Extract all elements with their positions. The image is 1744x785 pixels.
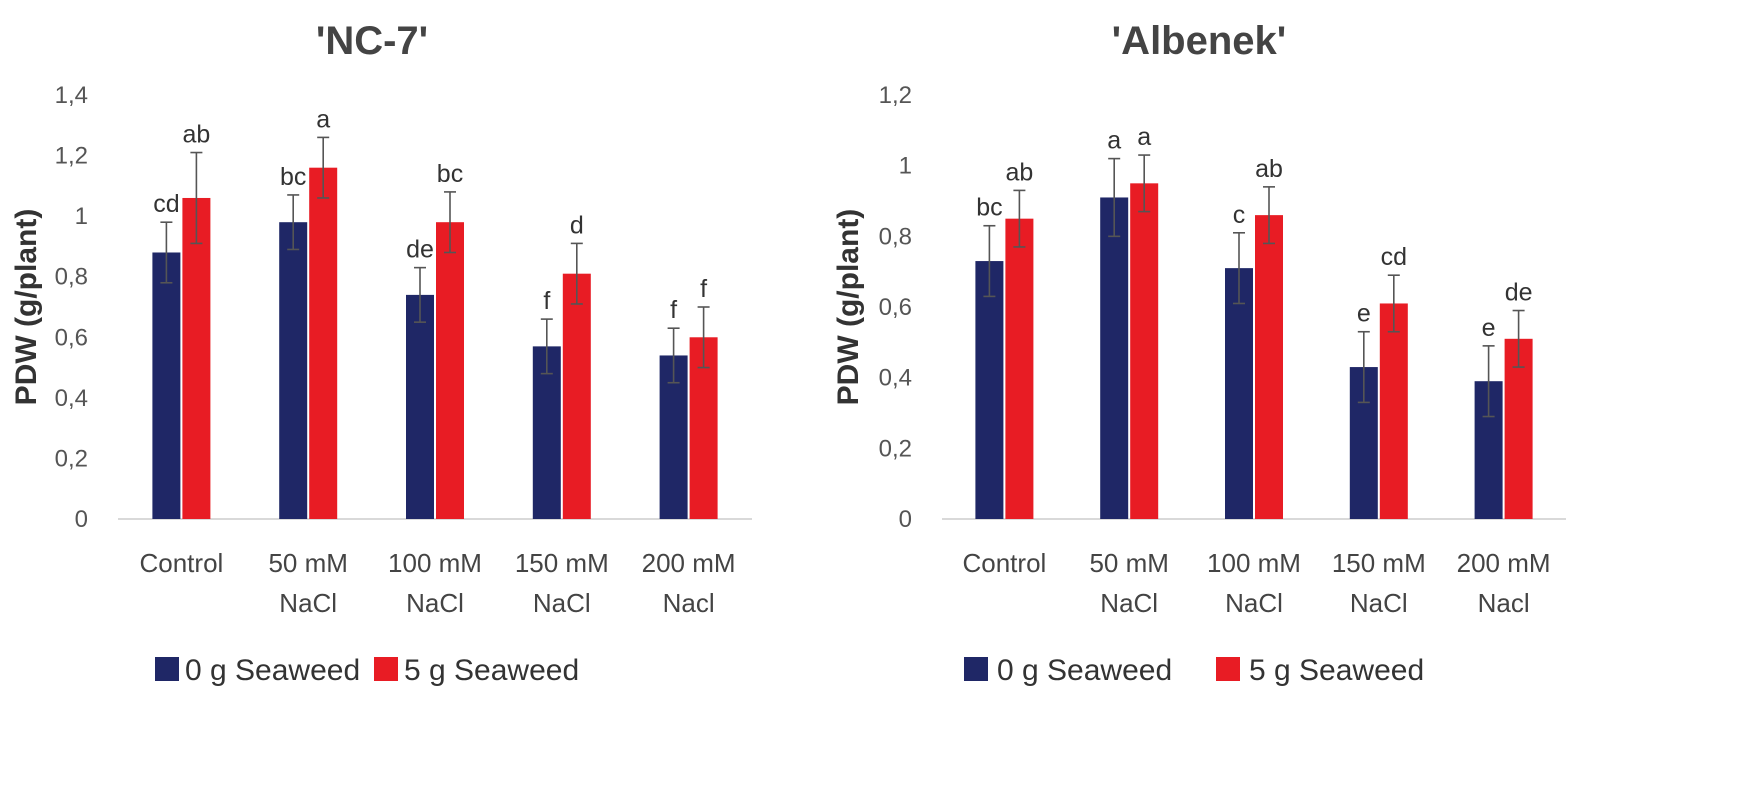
bar-series2 (1379, 303, 1408, 519)
legend-label: 5 g Seaweed (404, 654, 579, 687)
legend-swatch-series2 (374, 657, 398, 681)
x-tick-label: NaCl (406, 588, 464, 618)
y-axis-label: PDW (g/plant) (10, 209, 43, 406)
x-tick-label: NaCl (279, 588, 337, 618)
significance-letter: ab (182, 121, 210, 149)
x-tick-label: NaCl (1100, 588, 1158, 618)
chart-panel-2: 'Albenek' PDW (g/plant) 0 0,2 0,4 0,6 0,8 1 1,2 b… (832, 19, 1566, 687)
x-tick-label: 100 mM (388, 548, 482, 578)
legend-label: 5 g Seaweed (1249, 654, 1424, 687)
significance-letter: cd (1381, 243, 1407, 271)
legend-swatch-series1 (964, 657, 988, 681)
category-group: cab 100 mM NaCl (1207, 155, 1301, 618)
x-tick-label: Control (962, 548, 1046, 578)
bar-series1 (1100, 197, 1129, 519)
significance-letter: ab (1255, 155, 1283, 183)
category-group: de bc 100 mM NaCl (388, 160, 482, 618)
significance-letter: bc (280, 163, 306, 191)
x-tick-label: 150 mM (1332, 548, 1426, 578)
x-tick-label: 200 mM (642, 548, 736, 578)
y-tick-label: 0 (75, 506, 88, 533)
significance-letter: bc (976, 194, 1002, 222)
bar-series2 (1005, 218, 1034, 519)
y-tick-label: 1,4 (55, 82, 88, 109)
bar-series1 (532, 346, 561, 519)
chart-title: 'Albenek' (1112, 19, 1287, 63)
category-group: bc a 50 mM NaCl (268, 105, 347, 618)
y-tick-label: 0 (899, 506, 912, 533)
significance-letter: c (1233, 201, 1246, 229)
x-tick-label: 200 mM (1457, 548, 1551, 578)
significance-letter: cd (153, 190, 179, 218)
significance-letter: a (316, 105, 330, 133)
category-group: ede 200 mM Nacl (1457, 279, 1551, 618)
significance-letter: a (1137, 123, 1151, 151)
y-tick-label: 0,6 (55, 324, 88, 351)
y-tick-label: 0,2 (55, 445, 88, 472)
significance-letter: ab (1005, 158, 1033, 186)
significance-letter: bc (437, 160, 463, 188)
chart-panel-1: 'NC-7' PDW (g/plant) 0 0,2 0,4 0,6 0,8 1 1,2 1,4 c… (10, 19, 752, 687)
significance-letter: f (543, 287, 550, 315)
significance-letter: e (1357, 300, 1371, 328)
significance-letter: de (1505, 279, 1533, 307)
category-group: f d 150 mM NaCl (515, 211, 609, 618)
y-tick-label: 0,6 (879, 294, 912, 321)
bar-series2 (1504, 338, 1533, 519)
bar-series2 (309, 167, 338, 519)
bar-series2 (182, 197, 211, 519)
bar-series2 (1130, 183, 1159, 520)
bar-series2 (436, 222, 464, 519)
bar-series1 (279, 222, 308, 519)
x-tick-label: 150 mM (515, 548, 609, 578)
y-tick-label: 1,2 (879, 82, 912, 109)
y-tick-label: 0,4 (879, 365, 912, 392)
bar-series2 (562, 273, 591, 519)
significance-letter: de (406, 236, 434, 264)
legend-label: 0 g Seaweed (185, 654, 360, 687)
x-tick-label: 100 mM (1207, 548, 1301, 578)
significance-letter: d (570, 211, 584, 239)
category-group: a a 50 mM NaCl (1089, 123, 1168, 618)
y-tick-label: 1 (899, 153, 912, 180)
x-tick-label: NaCl (1350, 588, 1408, 618)
y-tick-label: 1,2 (55, 143, 88, 170)
x-tick-label: Nacl (663, 588, 715, 618)
significance-letter: a (1107, 127, 1121, 155)
bar-series1 (152, 252, 181, 519)
y-tick-label: 0,8 (55, 264, 88, 291)
y-tick-label: 0,4 (55, 385, 88, 412)
y-tick-label: 1 (75, 203, 88, 230)
category-group: ff 200 mM Nacl (642, 275, 736, 618)
legend-label: 0 g Seaweed (997, 654, 1172, 687)
y-axis-label: PDW (g/plant) (832, 209, 865, 406)
x-tick-label: Nacl (1478, 588, 1530, 618)
y-tick-label: 0,8 (879, 223, 912, 250)
category-group: e cd 150 mM NaCl (1332, 243, 1426, 618)
y-tick-label: 0,2 (879, 435, 912, 462)
x-tick-label: NaCl (1225, 588, 1283, 618)
x-tick-label: 50 mM (1089, 548, 1168, 578)
legend: 0 g Seaweed 5 g Seaweed (155, 654, 579, 687)
bar-series1 (406, 294, 434, 519)
significance-letter: f (700, 275, 707, 303)
chart-title: 'NC-7' (316, 19, 428, 63)
legend-swatch-series2 (1216, 657, 1240, 681)
bar-series1 (975, 261, 1004, 519)
x-tick-label: 50 mM (268, 548, 347, 578)
legend-swatch-series1 (155, 657, 179, 681)
significance-letter: f (670, 296, 677, 324)
category-group: cd ab Control (139, 121, 223, 578)
x-tick-label: Control (139, 548, 223, 578)
bar-series2 (1255, 215, 1283, 519)
bar-series1 (1225, 268, 1253, 519)
x-tick-label: NaCl (533, 588, 591, 618)
legend: 0 g Seaweed 5 g Seaweed (964, 654, 1424, 687)
significance-letter: e (1482, 314, 1496, 342)
